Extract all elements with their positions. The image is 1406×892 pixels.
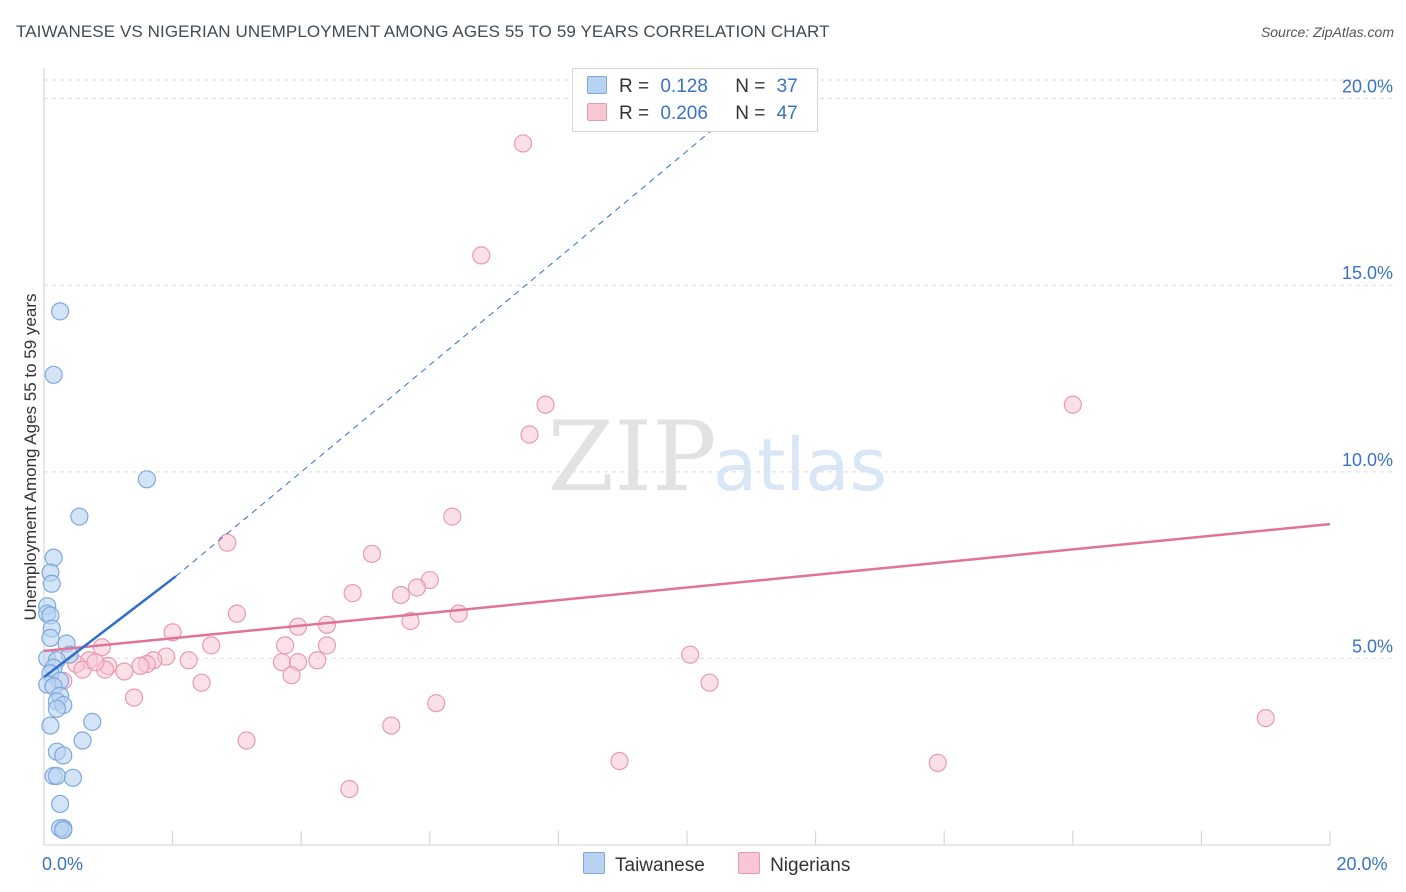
grid-layer [44, 79, 1394, 659]
legend-item-nigerians: Nigerians [738, 852, 850, 877]
watermark-zip: ZIP [547, 401, 716, 513]
taiwanese-points [38, 302, 156, 840]
watermark-atlas: atlas [713, 423, 887, 507]
nigerians-point [700, 673, 719, 692]
nigerians-point [928, 753, 947, 773]
nigerians-r-label: R = [619, 103, 650, 124]
taiwanese-r-label: R = [619, 76, 650, 97]
y-tick-label: 5.0% [1352, 636, 1393, 656]
axes-layer [43, 68, 1331, 846]
nigerians-point [472, 246, 491, 265]
taiwanese-point [50, 302, 70, 321]
nigerians-point [276, 636, 295, 655]
legend-row-taiwanese: R = 0.128 N = 37 [587, 76, 798, 98]
nigerians-point [124, 688, 144, 707]
nigerians-point [536, 395, 555, 414]
nigerians-point [391, 585, 410, 605]
taiwanese-swatch [587, 76, 607, 94]
nigerians-point [308, 651, 327, 670]
nigerians-swatch [587, 103, 607, 121]
tick-labels: 5.0% 10.0% 15.0% 20.0% 0.0% 20.0% [42, 77, 1393, 874]
nigerians-n-value: 47 [776, 103, 798, 124]
watermark: ZIP atlas [547, 401, 887, 513]
nigerians-point [192, 673, 211, 692]
nigerians-point [401, 611, 420, 631]
nigerians-n-label: N = [735, 103, 766, 124]
taiwanese-trend-line [43, 575, 177, 679]
nigerians-point [362, 544, 382, 564]
legend-item-taiwanese: Taiwanese [583, 852, 705, 877]
taiwanese-point [47, 699, 66, 718]
nigerians-point [343, 584, 362, 603]
nigerians-point [317, 636, 337, 655]
nigerians-legend-label: Nigerians [770, 855, 851, 876]
y-tick-label: 10.0% [1342, 450, 1393, 470]
x-tick-label: 20.0% [1336, 854, 1387, 874]
taiwanese-point [63, 768, 83, 787]
nigerians-point [237, 731, 256, 750]
taiwanese-legend-swatch [583, 852, 605, 874]
taiwanese-n-value: 37 [776, 76, 798, 97]
nigerians-point [513, 134, 533, 153]
nigerians-trend-line [43, 522, 1331, 653]
nigerians-point [282, 666, 301, 685]
taiwanese-point [54, 820, 73, 840]
nigerians-point [340, 779, 359, 799]
taiwanese-point [54, 746, 73, 765]
taiwanese-point [42, 574, 61, 593]
y-tick-label: 20.0% [1342, 77, 1393, 97]
taiwanese-point [137, 470, 156, 489]
nigerians-point [179, 651, 198, 670]
nigerians-point [427, 694, 446, 713]
y-tick-label: 15.0% [1342, 263, 1393, 283]
taiwanese-n-label: N = [735, 76, 766, 97]
x-tick-label: 0.0% [42, 854, 83, 874]
taiwanese-point [41, 628, 60, 647]
taiwanese-point [44, 548, 63, 567]
nigerians-point [1256, 709, 1275, 728]
nigerians-point [202, 636, 221, 655]
nigerians-point [131, 656, 150, 675]
nigerians-point [115, 662, 134, 681]
taiwanese-r-value: 0.128 [660, 76, 708, 97]
nigerians-point [520, 425, 539, 444]
chart-title: TAIWANESE VS NIGERIAN UNEMPLOYMENT AMONG… [16, 22, 830, 41]
nigerians-r-value: 0.206 [660, 103, 708, 124]
nigerians-point [449, 604, 468, 623]
taiwanese-point [70, 507, 89, 526]
taiwanese-point [73, 731, 92, 750]
taiwanese-point [41, 716, 60, 735]
nigerians-point [382, 716, 401, 735]
taiwanese-point [83, 712, 102, 731]
legend-row-nigerians: R = 0.206 N = 47 [587, 103, 798, 125]
series-legend: Taiwanese Nigerians [583, 852, 878, 877]
trend-lines [43, 113, 1331, 679]
nigerians-point [86, 653, 105, 672]
nigerians-point [163, 623, 182, 642]
stats-legend: R = 0.128 N = 37 R = 0.206 N = 47 [572, 68, 818, 132]
chart-source: Source: ZipAtlas.com [1260, 24, 1394, 40]
nigerians-legend-swatch [738, 852, 761, 874]
nigerians-point [1063, 395, 1082, 414]
nigerians-point [218, 533, 237, 552]
nigerians-point [681, 645, 700, 664]
nigerians-point [443, 507, 462, 526]
nigerians-point [227, 604, 246, 623]
taiwanese-point [47, 766, 66, 786]
taiwanese-point [50, 794, 70, 814]
nigerians-point [610, 751, 629, 771]
taiwanese-legend-label: Taiwanese [615, 855, 705, 876]
nigerians-point [407, 578, 427, 597]
y-axis-label: Unemployment Among Ages 55 to 59 years [21, 294, 40, 621]
taiwanese-point [44, 365, 63, 384]
